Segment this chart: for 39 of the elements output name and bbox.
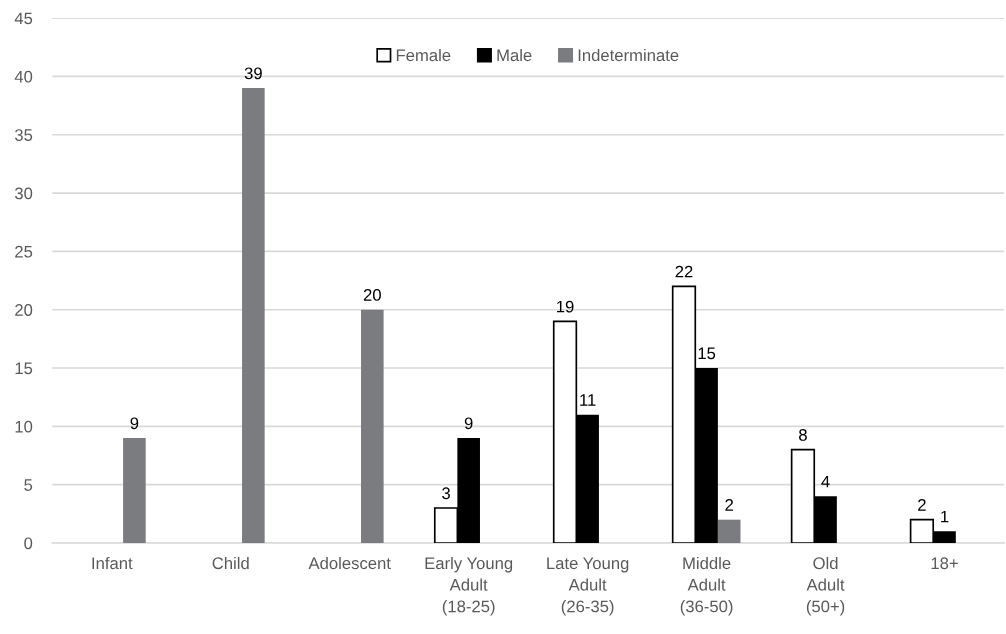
data-label: 1 bbox=[941, 510, 949, 523]
legend-label: Indeterminate bbox=[578, 48, 679, 62]
x-tick-label: Old Adult (50+) bbox=[806, 556, 845, 616]
x-tick-label: Late Young Adult (26-35) bbox=[547, 557, 629, 616]
x-tick-label: Middle Adult (36-50) bbox=[680, 556, 733, 616]
legend-label: Male bbox=[497, 48, 532, 62]
data-label: 9 bbox=[464, 417, 473, 430]
y-tick-label: 0 bbox=[24, 537, 33, 550]
data-label: 19 bbox=[557, 300, 574, 313]
x-tick-label: 18+ bbox=[931, 557, 958, 570]
x-tick-label: Child bbox=[212, 556, 249, 570]
y-tick-label: 45 bbox=[14, 12, 33, 25]
data-label: 22 bbox=[675, 265, 693, 278]
y-tick-label: 10 bbox=[15, 420, 33, 433]
y-tick-label: 15 bbox=[15, 362, 33, 375]
data-label: 39 bbox=[244, 67, 262, 80]
data-label: 15 bbox=[698, 347, 716, 360]
y-tick-label: 40 bbox=[14, 70, 33, 83]
legend-label: Female bbox=[396, 48, 451, 62]
bar bbox=[717, 519, 741, 544]
x-tick-label: Early Young Adult (18-25) bbox=[425, 556, 513, 616]
bar bbox=[123, 438, 146, 544]
y-tick-label: 35 bbox=[14, 129, 33, 141]
data-label: 9 bbox=[130, 417, 139, 430]
x-tick-label: Infant bbox=[92, 556, 133, 570]
data-label: 4 bbox=[821, 475, 830, 488]
bar bbox=[361, 309, 384, 544]
y-tick-label: 20 bbox=[15, 304, 33, 316]
data-label: 2 bbox=[918, 499, 926, 511]
x-tick-label: Adolescent bbox=[308, 556, 391, 570]
y-tick-label: 5 bbox=[24, 479, 33, 491]
bar bbox=[242, 88, 265, 544]
y-tick-label: 30 bbox=[14, 187, 33, 200]
data-label: 3 bbox=[442, 487, 450, 500]
data-label: 20 bbox=[363, 289, 381, 301]
data-label: 8 bbox=[799, 429, 807, 441]
data-label: 2 bbox=[725, 499, 733, 511]
y-tick-label: 25 bbox=[15, 245, 33, 258]
data-label: 11 bbox=[580, 394, 596, 406]
